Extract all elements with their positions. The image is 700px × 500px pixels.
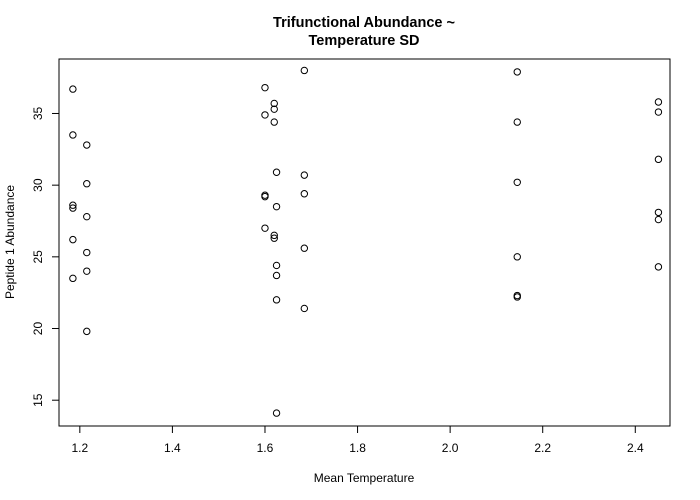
data-point	[83, 267, 91, 275]
data-point	[272, 296, 281, 304]
y-tick-label: 20	[31, 322, 45, 336]
data-point	[300, 244, 309, 252]
data-point	[69, 235, 77, 244]
x-axis-label: Mean Temperature	[314, 471, 415, 485]
data-point	[69, 131, 77, 139]
data-point	[272, 261, 281, 270]
y-tick-label: 25	[31, 250, 45, 264]
data-point	[300, 190, 309, 198]
data-point	[83, 141, 91, 149]
y-tick-label: 35	[31, 106, 45, 120]
data-point	[270, 231, 278, 240]
y-axis-label: Peptide 1 Abundance	[3, 185, 17, 299]
data-point	[69, 85, 77, 93]
data-point	[83, 327, 91, 336]
data-point	[69, 201, 77, 209]
x-axis: 1.2 1.4 1.6 1.8 2.0 2.2 2.4	[71, 425, 644, 455]
data-point	[272, 271, 281, 280]
data-point	[300, 171, 309, 179]
data-point	[513, 178, 521, 186]
data-point	[261, 83, 269, 92]
data-point	[513, 253, 521, 261]
data-point	[513, 68, 521, 76]
data-point	[261, 192, 269, 201]
x-tick-label: 1.2	[71, 441, 88, 455]
data-point	[270, 234, 278, 242]
data-point	[261, 111, 269, 119]
data-point	[270, 118, 278, 126]
data-point	[654, 208, 663, 217]
y-tick-label: 30	[31, 178, 45, 192]
data-point	[654, 263, 663, 271]
x-tick-label: 2.0	[442, 441, 459, 455]
data-point	[83, 248, 91, 257]
x-tick-label: 2.4	[627, 441, 644, 455]
data-point	[83, 212, 91, 221]
data-point	[300, 304, 309, 313]
data-point	[272, 202, 281, 211]
x-tick-label: 1.4	[164, 441, 181, 455]
chart-title-line-1: Trifunctional Abundance ~	[273, 15, 455, 31]
data-point	[654, 98, 663, 106]
data-point	[69, 204, 77, 212]
data-point	[272, 168, 281, 176]
y-axis: 15 20 25 30 35	[31, 106, 60, 407]
x-tick-label: 1.8	[349, 441, 366, 455]
data-point	[513, 118, 521, 126]
x-tick-label: 2.2	[534, 441, 551, 455]
plot-area-frame	[58, 58, 671, 427]
data-point	[83, 180, 91, 188]
data-point	[272, 409, 281, 417]
data-point	[69, 274, 77, 283]
data-point	[261, 224, 269, 232]
chart-title-line-2: Temperature SD	[309, 33, 420, 49]
data-point	[300, 66, 309, 75]
y-tick-label: 15	[31, 393, 45, 407]
data-point	[654, 215, 663, 224]
data-point	[654, 108, 663, 116]
data-point	[654, 155, 663, 164]
data-points	[69, 66, 663, 417]
data-point	[270, 105, 278, 113]
data-point	[513, 293, 521, 301]
data-point	[270, 99, 278, 108]
x-tick-label: 1.6	[257, 441, 274, 455]
